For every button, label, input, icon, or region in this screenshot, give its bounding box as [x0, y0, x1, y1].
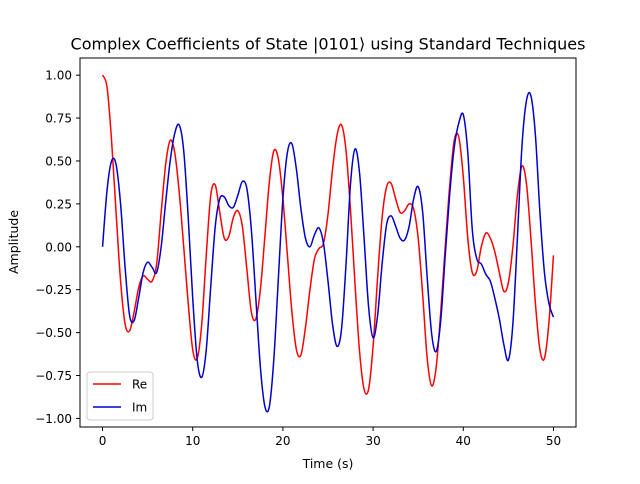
- y-tick-label: 0.50: [45, 154, 72, 168]
- x-tick-label: 50: [546, 434, 561, 448]
- legend-label-im: Im: [132, 401, 147, 415]
- y-tick-label: 1.00: [45, 69, 72, 83]
- y-tick-label: −0.50: [35, 326, 72, 340]
- x-tick-label: 0: [99, 434, 107, 448]
- legend: Re Im: [86, 371, 154, 421]
- y-axis: −1.00 −0.75 −0.50 −0.25 0.00 0.25 0.50 0.75 1.00: [35, 69, 80, 426]
- series-line-im: [101, 91, 555, 413]
- series-line-re: [101, 74, 555, 396]
- y-tick-label: 0.25: [45, 197, 72, 211]
- y-tick-label: −0.25: [35, 283, 72, 297]
- y-tick-label: 0.00: [45, 240, 72, 254]
- series-layer: [101, 74, 555, 413]
- x-axis-label: Time (s): [302, 456, 354, 471]
- x-tick-label: 30: [365, 434, 380, 448]
- y-axis-label: Amplitude: [6, 210, 21, 274]
- y-tick-label: −1.00: [35, 412, 72, 426]
- x-tick-label: 20: [275, 434, 290, 448]
- x-axis: 0 10 20 30 40 50: [99, 427, 561, 448]
- x-tick-label: 40: [456, 434, 471, 448]
- legend-label-re: Re: [132, 378, 147, 392]
- y-tick-label: 0.75: [45, 112, 72, 126]
- x-tick-label: 10: [185, 434, 200, 448]
- y-tick-label: −0.75: [35, 369, 72, 383]
- chart-title: Complex Coefficients of State |0101⟩ usi…: [71, 35, 586, 54]
- plot-frame: [79, 57, 577, 428]
